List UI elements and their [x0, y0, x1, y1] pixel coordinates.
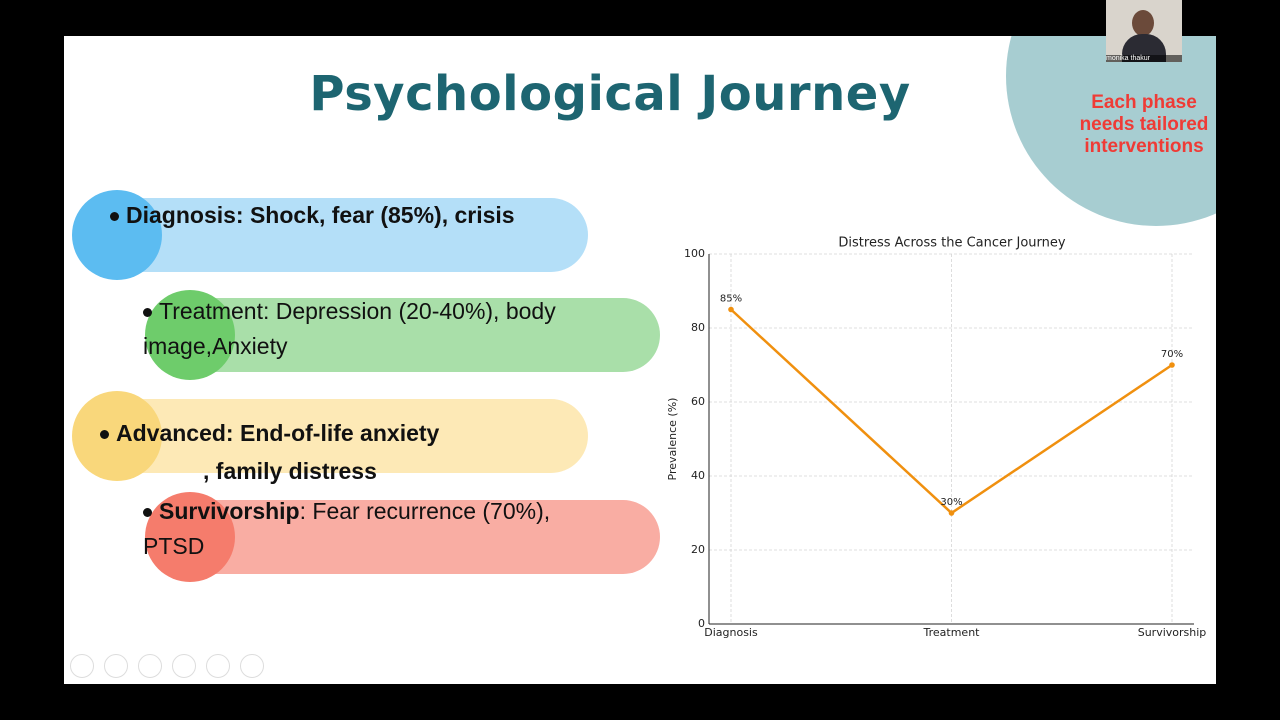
bullet-dot: [110, 212, 119, 222]
slides-button[interactable]: [172, 654, 196, 678]
value-label: 30%: [940, 497, 962, 508]
bullet-text: Treatment: Depression (20-40%), body ima…: [143, 298, 556, 359]
bullet-dot: [143, 508, 152, 518]
zoom-button[interactable]: [206, 654, 230, 678]
bullet-dot: [100, 430, 109, 440]
pill-dot: [145, 492, 235, 582]
callout: Each phase needs tailored interventions: [1079, 92, 1209, 157]
bullet-dot: [143, 308, 152, 318]
y-tick-label: 20: [691, 543, 705, 556]
chart: Distress Across the Cancer Journey Preva…: [666, 236, 1207, 640]
slide-title: Psychological Journey: [309, 66, 911, 122]
y-tick-label: 80: [691, 321, 705, 334]
bullet: Treatment: Depression (20-40%), body ima…: [143, 294, 643, 364]
y-tick-label: 60: [691, 395, 705, 408]
bullet-text: Survivorship: [159, 498, 300, 524]
value-label: 70%: [1161, 349, 1183, 360]
bullet: Advanced: End-of-life anxiety: [100, 416, 439, 451]
toolbar: [70, 654, 264, 683]
pill-dot: [72, 190, 162, 280]
bullet-text: : Fear recurrence (70%), PTSD: [143, 498, 551, 559]
pen-button[interactable]: [138, 654, 162, 678]
nav-button[interactable]: [70, 654, 94, 678]
pill-dot: [145, 290, 235, 380]
pill-dot: [72, 391, 162, 481]
bullet-text: Advanced: End-of-life anxiety: [116, 420, 440, 446]
point: [728, 306, 734, 313]
webcam: monika thakur: [1106, 0, 1182, 62]
x-tick-label: Treatment: [923, 626, 981, 639]
point: [948, 510, 955, 516]
person: [1132, 10, 1154, 36]
bullet: Survivorship: Fear recurrence (70%), PTS…: [143, 494, 613, 564]
nav-button[interactable]: [104, 654, 128, 678]
bullet-cont: , family distress: [203, 458, 377, 484]
participant-name: monika thakur: [1106, 55, 1182, 62]
x-tick-label: Diagnosis: [704, 626, 758, 639]
value-label: 85%: [720, 294, 742, 305]
y-tick-label: 0: [698, 617, 705, 630]
point: [1169, 362, 1175, 368]
x-tick-label: Survivorship: [1138, 626, 1207, 639]
bullet: Diagnosis: Shock, fear (85%), crisis: [110, 198, 515, 233]
y-axis-label: Prevalence (%): [666, 398, 679, 481]
bullet-text: Diagnosis: Shock, fear (85%), crisis: [126, 202, 515, 228]
more-button[interactable]: [240, 654, 264, 678]
y-tick-label: 40: [691, 469, 705, 482]
chart-title: Distress Across the Cancer Journey: [838, 236, 1065, 251]
y-tick-label: 100: [684, 247, 705, 260]
slide: Each phase needs tailored interventions …: [64, 36, 1216, 684]
